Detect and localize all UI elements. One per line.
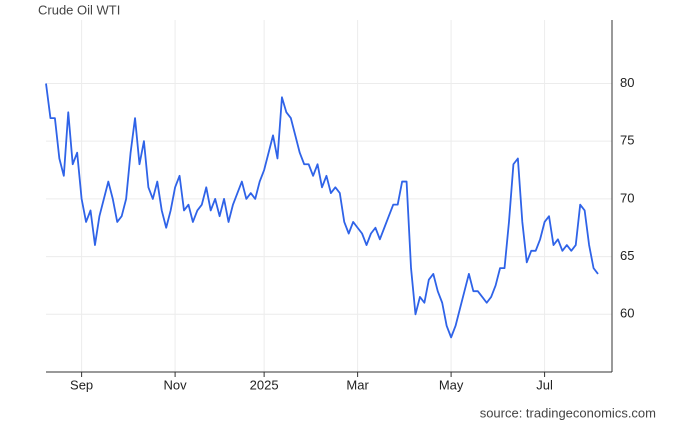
chart-title: Crude Oil WTI	[38, 2, 120, 17]
x-tick-label: Jul	[536, 377, 553, 392]
y-tick-label: 80	[620, 75, 634, 90]
x-tick-label: Nov	[164, 377, 188, 392]
y-tick-label: 75	[620, 133, 634, 148]
x-tick-label: Sep	[70, 377, 93, 392]
y-tick-label: 70	[620, 190, 634, 205]
price-line	[45, 83, 599, 339]
x-tick-label: May	[439, 377, 464, 392]
y-tick-label: 65	[620, 248, 634, 263]
x-tick-label: Mar	[346, 377, 369, 392]
x-tick-label: 2025	[250, 377, 279, 392]
y-tick-label: 60	[620, 306, 634, 321]
source: source: tradingeconomics.com	[480, 405, 656, 420]
